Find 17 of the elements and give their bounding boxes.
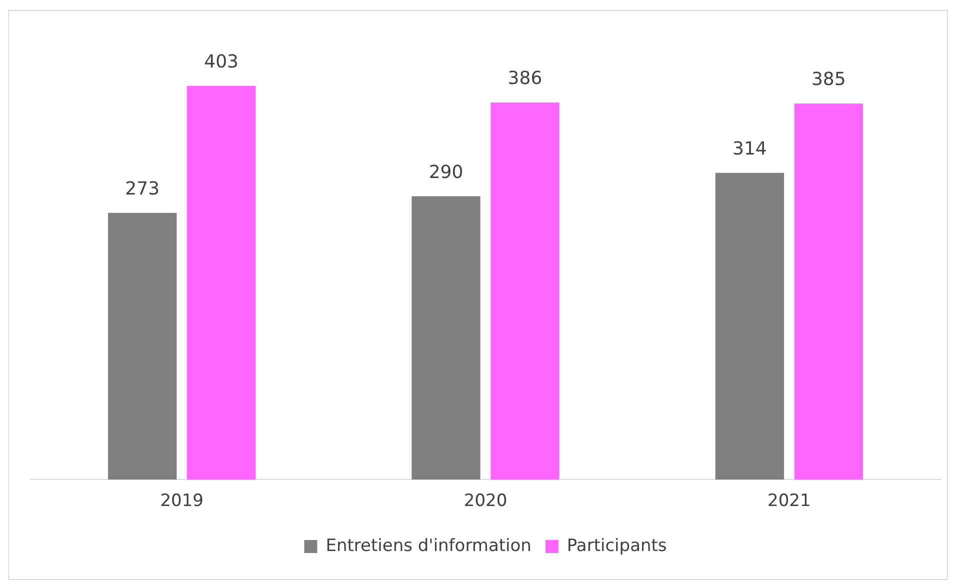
x-tick-label: 2020	[464, 491, 508, 512]
data-label: 290	[428, 162, 464, 183]
bar	[715, 172, 784, 480]
bar	[412, 196, 480, 480]
data-label: 314	[732, 138, 767, 160]
bar	[490, 102, 560, 480]
legend-label: Participants	[566, 536, 667, 556]
x-tick-label: 2019	[160, 491, 204, 512]
legend-label: Entretiens d'information	[326, 536, 532, 556]
data-label: 403	[204, 52, 238, 73]
data-label: 385	[811, 69, 846, 90]
bar	[108, 212, 177, 480]
bar	[186, 86, 256, 480]
x-tick-label: 2021	[768, 491, 811, 512]
bar	[794, 104, 863, 480]
data-label: 386	[508, 68, 542, 90]
data-label: 273	[125, 178, 160, 200]
